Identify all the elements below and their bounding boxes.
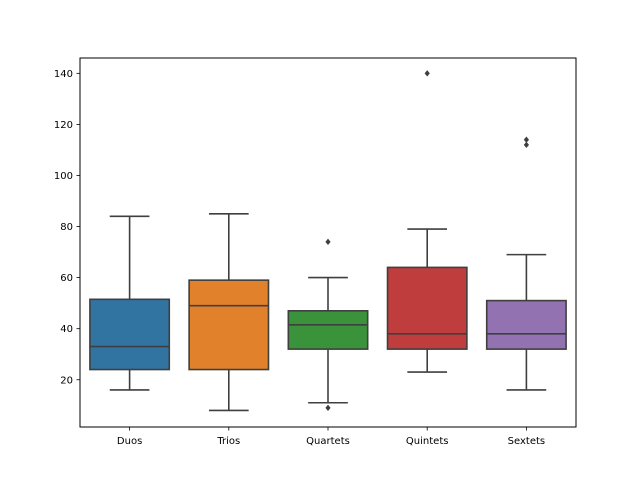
box-iqr: [89, 298, 171, 371]
x-axis: Duos Trios Quartets Quintets Sextets: [117, 427, 545, 447]
box-iqr: [485, 299, 567, 350]
box-group-trios: [188, 212, 270, 412]
y-tick-label: 20: [60, 375, 73, 386]
y-tick-label: 140: [54, 69, 73, 80]
box-iqr: [287, 310, 369, 350]
y-tick-label: 60: [60, 273, 73, 284]
y-tick-label: 40: [60, 324, 73, 335]
plot-frame: [79, 57, 577, 428]
box-group-quintets: [386, 70, 468, 373]
y-tick-label: 80: [60, 222, 73, 233]
outlier-point: [424, 70, 430, 77]
y-tick-label: 120: [54, 120, 73, 131]
box-iqr: [188, 279, 270, 371]
y-axis: 20 40 60 80 100 120 140: [54, 69, 80, 386]
outlier-point: [523, 141, 529, 149]
x-tick-label: Quartets: [306, 436, 350, 447]
x-tick-label: Duos: [117, 436, 142, 447]
outlier-point: [523, 136, 529, 143]
y-tick-label: 100: [54, 171, 73, 182]
outlier-point: [325, 238, 331, 246]
x-tick-label: Quintets: [406, 436, 449, 447]
box-iqr: [386, 266, 468, 350]
x-tick-label: Trios: [216, 436, 240, 447]
box-group-duos: [89, 215, 171, 391]
boxes-layer: [89, 70, 567, 412]
box-group-quartets: [287, 238, 369, 412]
outlier-point: [325, 404, 331, 412]
x-tick-label: Sextets: [508, 436, 545, 447]
box-group-sextets: [485, 136, 567, 391]
